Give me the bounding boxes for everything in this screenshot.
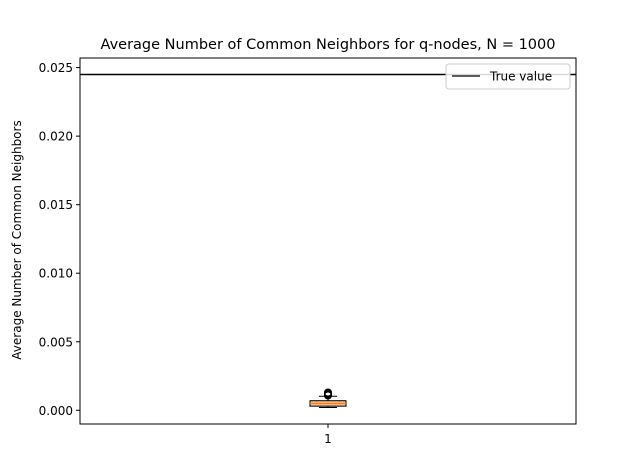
y-tick-label: 0.015 xyxy=(39,198,73,212)
legend-label: True value xyxy=(489,70,552,84)
y-tick-label: 0.025 xyxy=(39,61,73,75)
y-axis: 0.000 0.005 0.010 0.015 0.020 0.025 xyxy=(39,61,80,418)
x-axis: 1 xyxy=(324,424,332,446)
y-axis-label: Average Number of Common Neighbors xyxy=(10,120,24,359)
y-tick-label: 0.005 xyxy=(39,335,73,349)
legend: True value xyxy=(445,63,571,90)
y-tick-label: 0.020 xyxy=(39,130,73,144)
y-tick-label: 0.010 xyxy=(39,267,73,281)
chart-title: Average Number of Common Neighbors for q… xyxy=(101,37,556,53)
outlier-point xyxy=(324,388,332,397)
y-tick-label: 0.000 xyxy=(39,404,73,418)
plot-area xyxy=(80,73,576,409)
plot-frame xyxy=(79,57,577,425)
x-tick-label: 1 xyxy=(324,432,332,446)
legend-frame xyxy=(445,63,571,90)
